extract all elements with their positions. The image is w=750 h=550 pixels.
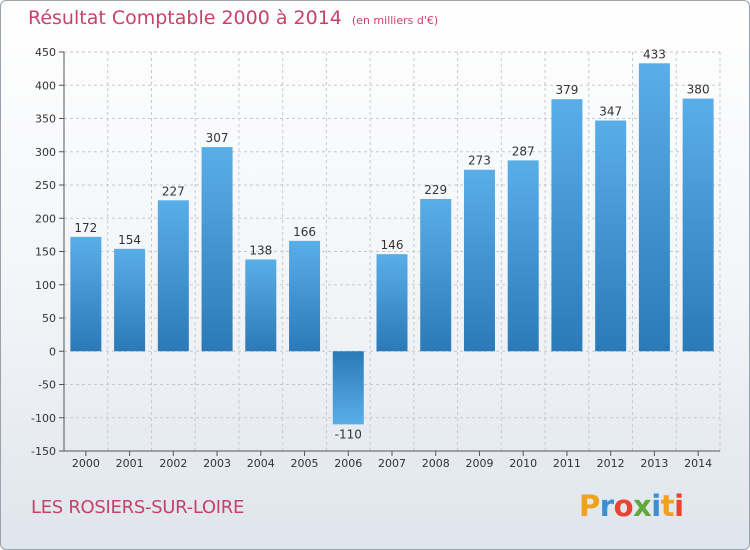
chart-title-main: Résultat Comptable 2000 à 2014 bbox=[28, 7, 342, 29]
x-tick-label: 2013 bbox=[640, 457, 668, 470]
bar bbox=[463, 169, 495, 352]
x-tick-label: 2006 bbox=[334, 457, 362, 470]
y-tick-label: 300 bbox=[35, 146, 56, 159]
svg-text:Proxiti: Proxiti bbox=[579, 489, 684, 523]
bar bbox=[507, 160, 539, 352]
x-tick-label: 2004 bbox=[247, 457, 275, 470]
y-tick-label: 250 bbox=[35, 179, 56, 192]
bar bbox=[682, 98, 714, 352]
x-tick-label: 2007 bbox=[378, 457, 406, 470]
data-label: 172 bbox=[74, 221, 97, 235]
data-label: 227 bbox=[162, 184, 185, 198]
data-label: 379 bbox=[555, 83, 578, 97]
y-tick-label: -50 bbox=[38, 379, 56, 392]
x-tick-label: 2005 bbox=[291, 457, 319, 470]
y-tick-label: -150 bbox=[31, 445, 56, 458]
data-label: 166 bbox=[293, 225, 316, 239]
x-tick-label: 2001 bbox=[116, 457, 144, 470]
y-tick-label: 0 bbox=[49, 345, 56, 358]
bars bbox=[70, 63, 714, 425]
x-tick-label: 2014 bbox=[684, 457, 712, 470]
data-label: 433 bbox=[643, 47, 666, 61]
x-tick-label: 2010 bbox=[509, 457, 537, 470]
bar bbox=[70, 236, 102, 352]
data-label: 307 bbox=[206, 131, 229, 145]
x-tick-label: 2008 bbox=[422, 457, 450, 470]
x-tick-label: 2002 bbox=[159, 457, 187, 470]
bar bbox=[595, 120, 627, 352]
y-tick-label: 150 bbox=[35, 246, 56, 259]
proxiti-logo: Proxiti bbox=[579, 489, 684, 523]
bar bbox=[376, 254, 408, 352]
bar bbox=[289, 240, 321, 352]
data-labels: 172 154 227 307 138 166 -110 146 229 273 287 379 347… bbox=[74, 47, 709, 441]
y-tick-label: -100 bbox=[31, 412, 56, 425]
data-label: 380 bbox=[687, 83, 710, 97]
data-label: 154 bbox=[118, 233, 141, 247]
bar bbox=[245, 259, 277, 352]
y-tick-label: 350 bbox=[35, 113, 56, 126]
chart-title: Résultat Comptable 2000 à 2014 (en millie… bbox=[28, 7, 438, 29]
x-tick-label: 2000 bbox=[72, 457, 100, 470]
bar bbox=[420, 198, 452, 352]
y-tick-label: 100 bbox=[35, 279, 56, 292]
bar bbox=[551, 99, 583, 352]
bar bbox=[157, 200, 189, 352]
y-tick-label: 200 bbox=[35, 212, 56, 225]
data-label: 273 bbox=[468, 154, 491, 168]
bar bbox=[638, 63, 670, 352]
data-label: 287 bbox=[512, 144, 535, 158]
data-label: 138 bbox=[249, 243, 272, 257]
y-tick-label: 400 bbox=[35, 79, 56, 92]
commune-name: LES ROSIERS-SUR-LOIRE bbox=[31, 497, 245, 518]
x-tick-label: 2003 bbox=[203, 457, 231, 470]
data-label: 347 bbox=[599, 104, 622, 118]
data-label: -110 bbox=[335, 427, 362, 441]
axes: -150 -100 -50 0 50 100 150 200 250 300 350 400 450 20… bbox=[31, 46, 720, 470]
x-tick-label: 2009 bbox=[465, 457, 493, 470]
y-tick-label: 450 bbox=[35, 46, 56, 59]
data-label: 146 bbox=[381, 238, 404, 252]
x-tick-label: 2012 bbox=[597, 457, 625, 470]
bar bbox=[201, 147, 233, 352]
bar bbox=[114, 248, 146, 352]
data-label: 229 bbox=[424, 183, 447, 197]
bar bbox=[332, 351, 364, 425]
chart-subtitle: (en milliers d'€) bbox=[351, 14, 439, 27]
x-tick-label: 2011 bbox=[553, 457, 581, 470]
y-tick-label: 50 bbox=[42, 312, 56, 325]
